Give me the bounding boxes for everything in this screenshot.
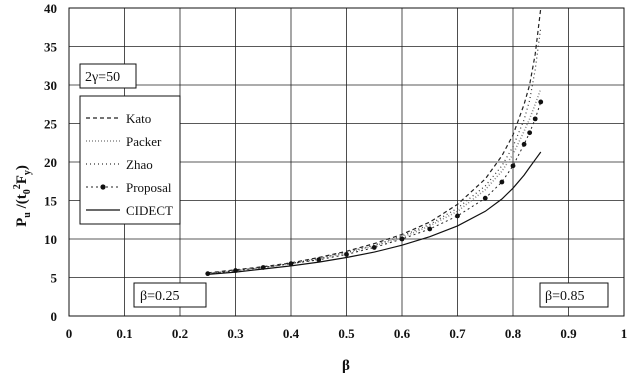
series-layer	[205, 7, 544, 277]
legend-label: Zhao	[126, 157, 153, 172]
proposal-point	[538, 99, 544, 105]
x-tick-label: 0.2	[172, 326, 188, 341]
legend-item: Kato	[86, 111, 151, 126]
y-tick-label: 5	[51, 271, 58, 286]
y-axis-label-sup: 2	[12, 184, 23, 189]
y-tick-label: 10	[44, 232, 57, 247]
y-tick-label: 40	[44, 1, 57, 16]
x-tick-label: 0	[66, 326, 73, 341]
y-axis-label-sub3: y	[22, 170, 33, 175]
y-axis-label-part-b: F	[14, 175, 30, 184]
legend-label: Packer	[126, 134, 162, 149]
x-tick-label: 0.8	[505, 326, 522, 341]
proposal-point	[499, 179, 505, 185]
gamma-annotation-box	[79, 63, 137, 89]
series-line-cidect	[207, 151, 542, 275]
x-tick-label: 0.9	[560, 326, 577, 341]
y-tick-label: 30	[44, 78, 57, 93]
legend: Kato Packer Zhao Proposal CIDECT	[79, 95, 181, 225]
proposal-point	[288, 261, 294, 267]
legend-item: Proposal	[86, 180, 172, 195]
x-axis-label: β	[342, 358, 350, 374]
y-axis-label-part-a: /(t	[14, 194, 30, 212]
proposal-point	[316, 257, 322, 263]
legend-label: Kato	[126, 111, 151, 126]
proposal-point	[399, 236, 405, 242]
proposal-point	[482, 195, 488, 201]
legend-label: CIDECT	[126, 203, 173, 218]
legend-box	[79, 95, 181, 225]
y-tick-label: 20	[44, 155, 57, 170]
y-axis-label-end: )	[14, 165, 30, 170]
legend-items: Kato Packer Zhao Proposal CIDECT	[86, 111, 173, 218]
proposal-point	[510, 163, 516, 169]
legend-label: Proposal	[126, 180, 172, 195]
y-tick-label: 15	[44, 194, 58, 209]
beta-low-annotation-box	[133, 282, 207, 308]
proposal-point	[455, 213, 460, 219]
series-line-packer	[207, 88, 542, 275]
gamma-annotation: 2γ=50	[85, 70, 120, 85]
x-tick-label: 0.5	[338, 326, 355, 341]
y-tick-label: 0	[51, 309, 58, 324]
proposal-point	[205, 271, 211, 277]
x-tick-label: 0.6	[394, 326, 411, 341]
legend-marker	[100, 184, 106, 190]
axis-layer: 0 0.1 0.2 0.3 0.4 0.5 0.6 0.7 0.8 0.9 105101520253…	[44, 1, 627, 341]
x-tick-label: 1	[621, 326, 628, 341]
legend-item: Packer	[86, 134, 162, 149]
beta-high-annotation: β=0.85	[545, 289, 585, 304]
y-axis-label-sub: u	[22, 212, 33, 218]
proposal-point	[344, 252, 349, 257]
grid-layer	[69, 8, 624, 316]
y-axis-label-main: P	[14, 218, 30, 227]
y-axis-label: Pu /(t02Fy)	[12, 165, 33, 227]
series-line-zhao	[207, 27, 542, 275]
y-tick-label: 25	[44, 117, 58, 132]
y-axis-label-sub2: 0	[22, 189, 33, 194]
beta-high-annotation-box	[539, 282, 609, 308]
x-tick-label: 0.7	[449, 326, 466, 341]
plot-area-border	[68, 7, 625, 317]
beta-low-annotation: β=0.25	[140, 289, 180, 304]
legend-item: CIDECT	[86, 203, 173, 218]
x-tick-label: 0.1	[116, 326, 132, 341]
legend-item: Zhao	[86, 157, 153, 172]
proposal-point	[532, 116, 538, 122]
proposal-point	[371, 245, 377, 250]
x-tick-label: 0.3	[227, 326, 244, 341]
x-tick-label: 0.4	[283, 326, 300, 341]
proposal-point	[527, 130, 533, 136]
proposal-point	[427, 226, 433, 232]
y-tick-label: 35	[44, 40, 58, 55]
proposal-point	[521, 141, 527, 147]
